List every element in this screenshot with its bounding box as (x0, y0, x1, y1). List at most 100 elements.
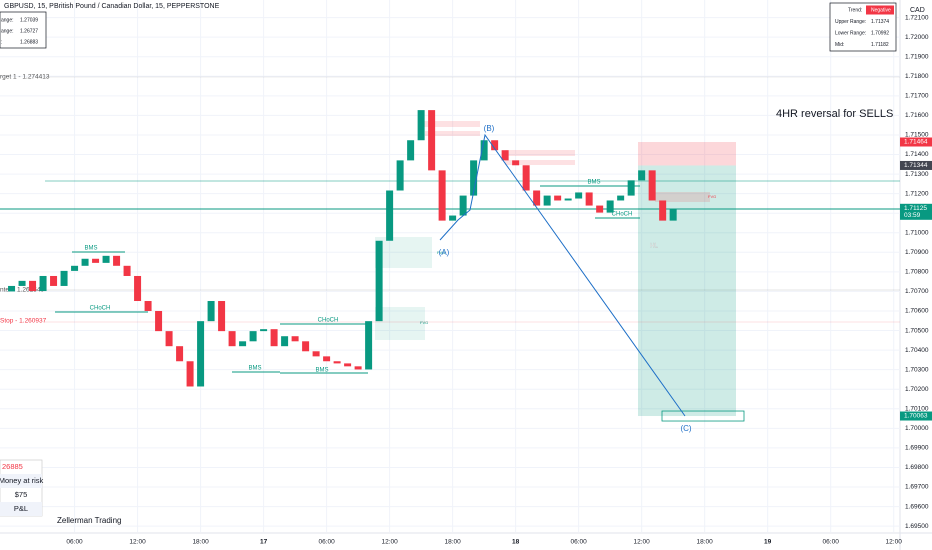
candle (501, 150, 509, 161)
candle (249, 331, 257, 342)
candle (459, 195, 467, 216)
candle (165, 331, 173, 347)
y-tick-label: 1.72000 (905, 34, 929, 41)
range-value: 1.71374 (871, 19, 889, 25)
candle (659, 200, 667, 221)
x-tick-label: 12:00 (886, 539, 903, 546)
fvg-zone (375, 307, 425, 340)
y-tick-label: 1.71400 (905, 151, 929, 158)
y-tick-label: 1.70400 (905, 347, 929, 354)
candle (123, 265, 131, 276)
candle (302, 341, 310, 352)
level-label: rget 1 - 1.274413 (0, 74, 50, 81)
y-tick-label: 1.69500 (905, 523, 929, 530)
y-tick-label: 1.71900 (905, 53, 929, 60)
price-tag (900, 411, 932, 421)
fvg-label: FVG (708, 194, 716, 199)
candle (470, 160, 478, 196)
price-tag-label: 1.71344 (904, 162, 928, 169)
candle (144, 301, 152, 311)
structure-label: BMS (248, 366, 261, 372)
candle (134, 275, 142, 302)
price-tag (900, 137, 932, 147)
candle (207, 301, 215, 322)
candle (449, 215, 457, 221)
risk-text: Money at risk (0, 476, 44, 485)
x-tick-label: 19 (764, 539, 772, 546)
info-key: : (1, 39, 2, 45)
x-tick-label: 12:00 (129, 539, 146, 546)
candle (522, 165, 530, 191)
info-value: 1.26883 (20, 39, 38, 45)
candle (564, 198, 572, 201)
candle (417, 110, 425, 141)
y-tick-label: 1.71500 (905, 132, 929, 139)
fvg-zone (505, 160, 575, 165)
candle (648, 170, 656, 201)
candle (176, 346, 184, 362)
fvg-zone (375, 237, 432, 268)
candle (8, 285, 16, 292)
candle (407, 140, 415, 161)
candle (218, 301, 226, 332)
candle (39, 275, 47, 292)
candle (197, 321, 205, 387)
target-zone (638, 165, 736, 417)
wave-label: (A) (439, 248, 450, 257)
candle (354, 366, 362, 370)
range-value: Negative (871, 7, 891, 13)
structure-label: BMS (587, 180, 600, 186)
info-value: 1.26727 (20, 28, 38, 34)
y-tick-label: 1.69700 (905, 484, 929, 491)
candle (596, 205, 604, 213)
candle (18, 280, 26, 286)
candle (291, 336, 299, 342)
candle (438, 170, 446, 221)
watermark: Zellerman Trading (57, 516, 121, 525)
x-tick-label: 17 (260, 539, 268, 546)
candle (396, 160, 404, 191)
candle (638, 170, 646, 181)
candle (155, 310, 163, 332)
candle (585, 192, 593, 206)
range-key: Trend: (848, 7, 862, 13)
y-tick-label: 1.71300 (905, 171, 929, 178)
price-tag (900, 203, 932, 220)
structure-label: CHoCH (612, 212, 633, 218)
candle (113, 255, 121, 266)
risk-text: 26885 (2, 462, 23, 471)
candle (81, 258, 89, 266)
target-box (661, 410, 745, 422)
candle (627, 180, 635, 196)
annotation: 4HR reversal for SELLS (776, 108, 893, 120)
price-tag-label: 1.71125 (904, 205, 927, 212)
level-label: nter - 1.262549 (0, 287, 44, 294)
y-tick-label: 1.70900 (905, 249, 929, 256)
info-key: ange: (1, 28, 14, 34)
x-tick-label: 18:00 (192, 539, 209, 546)
candle (50, 275, 58, 286)
x-tick-label: 06:00 (571, 539, 588, 546)
candle (428, 110, 436, 171)
info-box (0, 11, 47, 49)
price-tag-label: 1.70063 (904, 413, 928, 420)
candle (260, 329, 268, 332)
trend-cell (866, 5, 894, 15)
plot: FVG FVG FVG BMS CHoCH BMS BMS CHoCH BMS CHoCH HL rg… (0, 0, 900, 532)
y-tick-label: 1.70600 (905, 308, 929, 315)
y-tick-label: 1.69800 (905, 464, 929, 471)
risk-row (0, 502, 42, 516)
wave-label: (C) (680, 424, 691, 433)
candle (102, 255, 110, 263)
candle (554, 195, 562, 201)
x-tick-label: 12:00 (634, 539, 651, 546)
range-key: Mid: (835, 42, 844, 48)
range-key: Lower Range: (835, 30, 866, 36)
y-tick-label: 1.71800 (905, 73, 929, 80)
info-key: ange: (1, 17, 14, 23)
candle (60, 270, 68, 286)
y-tick-label: 1.71600 (905, 112, 929, 119)
y-tick-label: 1.71700 (905, 93, 929, 100)
structure-label: CHoCH (90, 306, 111, 312)
